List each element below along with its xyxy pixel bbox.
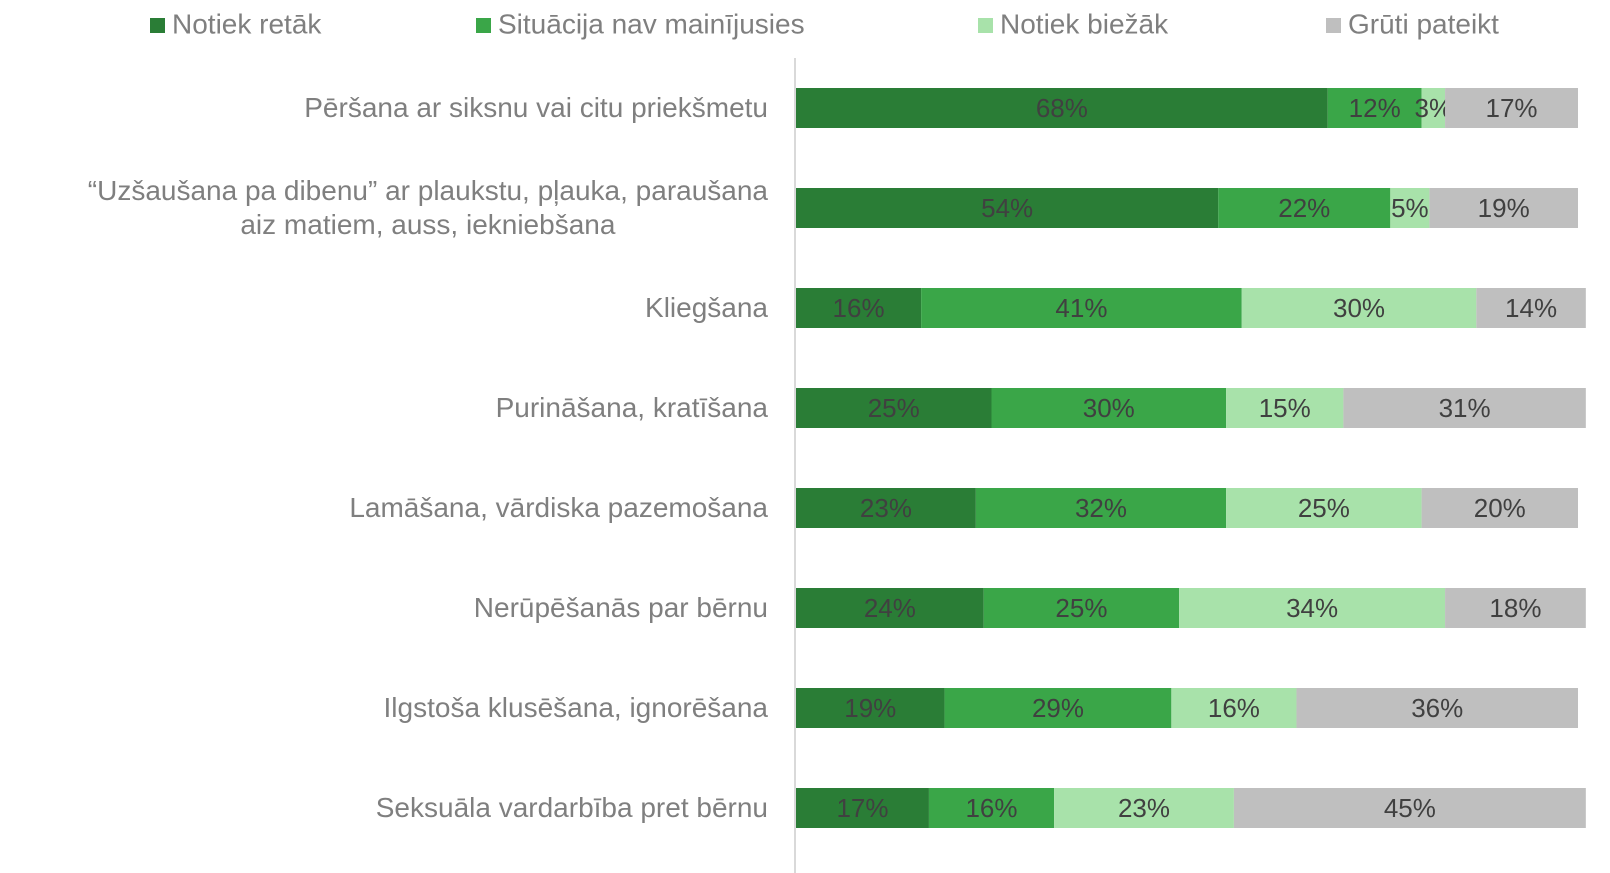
- value-label: 68%: [1036, 93, 1088, 123]
- value-label: 20%: [1474, 493, 1526, 523]
- category-label: “Uzšaušana pa dibenu” ar plaukstu, pļauk…: [87, 175, 768, 240]
- bar-segment: [1226, 388, 1344, 428]
- legend-label: Situācija nav mainījusies: [498, 8, 805, 39]
- category-label: Kliegšana: [645, 292, 768, 323]
- value-label: 16%: [965, 793, 1017, 823]
- bar-segment: [975, 488, 1227, 528]
- category-label: Pēršana ar siksnu vai citu priekšmetu: [304, 92, 768, 123]
- category-label: Ilgstoša klusēšana, ignorēšana: [383, 692, 768, 723]
- legend-label: Notiek biežāk: [1000, 8, 1169, 39]
- value-label: 19%: [1478, 193, 1530, 223]
- bar-segment: [1421, 88, 1446, 128]
- value-label: 30%: [1083, 393, 1135, 423]
- bar-segment: [928, 788, 1055, 828]
- value-label: 16%: [1208, 693, 1260, 723]
- category-label: Nerūpēšanās par bērnu: [473, 592, 768, 623]
- value-label: 19%: [844, 693, 896, 723]
- bar-segment: [983, 588, 1180, 628]
- value-label: 18%: [1489, 593, 1541, 623]
- bar-segment: [796, 788, 929, 828]
- bar-segment: [796, 288, 922, 328]
- bar-segment: [796, 188, 1219, 228]
- value-label: 41%: [1055, 293, 1107, 323]
- value-label: 12%: [1349, 93, 1401, 123]
- bar-segment: [796, 588, 984, 628]
- value-label: 25%: [1055, 593, 1107, 623]
- legend-swatch: [476, 18, 491, 33]
- value-label: 30%: [1333, 293, 1385, 323]
- bar-segment: [1171, 688, 1297, 728]
- value-label: 17%: [1486, 93, 1538, 123]
- value-label: 32%: [1075, 493, 1127, 523]
- value-label: 25%: [868, 393, 920, 423]
- legend-swatch: [150, 18, 165, 33]
- bar-segment: [796, 688, 945, 728]
- bar-segment: [1296, 688, 1578, 728]
- bar-segment: [796, 488, 976, 528]
- legend-swatch: [1326, 18, 1341, 33]
- bar-segment: [1476, 288, 1586, 328]
- bar-segment: [1054, 788, 1234, 828]
- legend-label: Notiek retāk: [172, 8, 322, 39]
- value-label: 29%: [1032, 693, 1084, 723]
- legend-label: Grūti pateikt: [1348, 8, 1499, 39]
- category-label: Purināšana, kratīšana: [495, 392, 768, 423]
- value-label: 24%: [864, 593, 916, 623]
- value-label: 15%: [1259, 393, 1311, 423]
- value-label: 16%: [833, 293, 885, 323]
- value-label: 25%: [1298, 493, 1350, 523]
- bar-segment: [991, 388, 1227, 428]
- bar-segment: [1421, 488, 1578, 528]
- bar-segment: [1327, 88, 1422, 128]
- bar-segment: [1343, 388, 1586, 428]
- value-label: 45%: [1384, 793, 1436, 823]
- bar-segment: [921, 288, 1242, 328]
- category-label: Lamāšana, vārdiska pazemošana: [349, 492, 768, 523]
- bar-segment: [1445, 88, 1578, 128]
- bar-segment: [796, 88, 1328, 128]
- legend-swatch: [978, 18, 993, 33]
- bar-segment: [1241, 288, 1477, 328]
- category-label: Seksuāla vardarbība pret bērnu: [375, 792, 768, 823]
- bar-segment: [1218, 188, 1391, 228]
- value-label: 34%: [1286, 593, 1338, 623]
- bar-segment: [1445, 588, 1586, 628]
- value-label: 17%: [836, 793, 888, 823]
- bar-segment: [1429, 188, 1578, 228]
- bar-segment: [1233, 788, 1586, 828]
- value-label: 36%: [1411, 693, 1463, 723]
- value-label: 23%: [1118, 793, 1170, 823]
- value-label: 54%: [981, 193, 1033, 223]
- value-label: 31%: [1439, 393, 1491, 423]
- value-label: 23%: [860, 493, 912, 523]
- value-label: 5%: [1391, 193, 1429, 223]
- bar-segment: [1179, 588, 1446, 628]
- value-label: 22%: [1278, 193, 1330, 223]
- bar-segment: [796, 388, 992, 428]
- bar-segment: [1390, 188, 1430, 228]
- bar-segment: [944, 688, 1172, 728]
- bar-segment: [1226, 488, 1422, 528]
- value-label: 14%: [1505, 293, 1557, 323]
